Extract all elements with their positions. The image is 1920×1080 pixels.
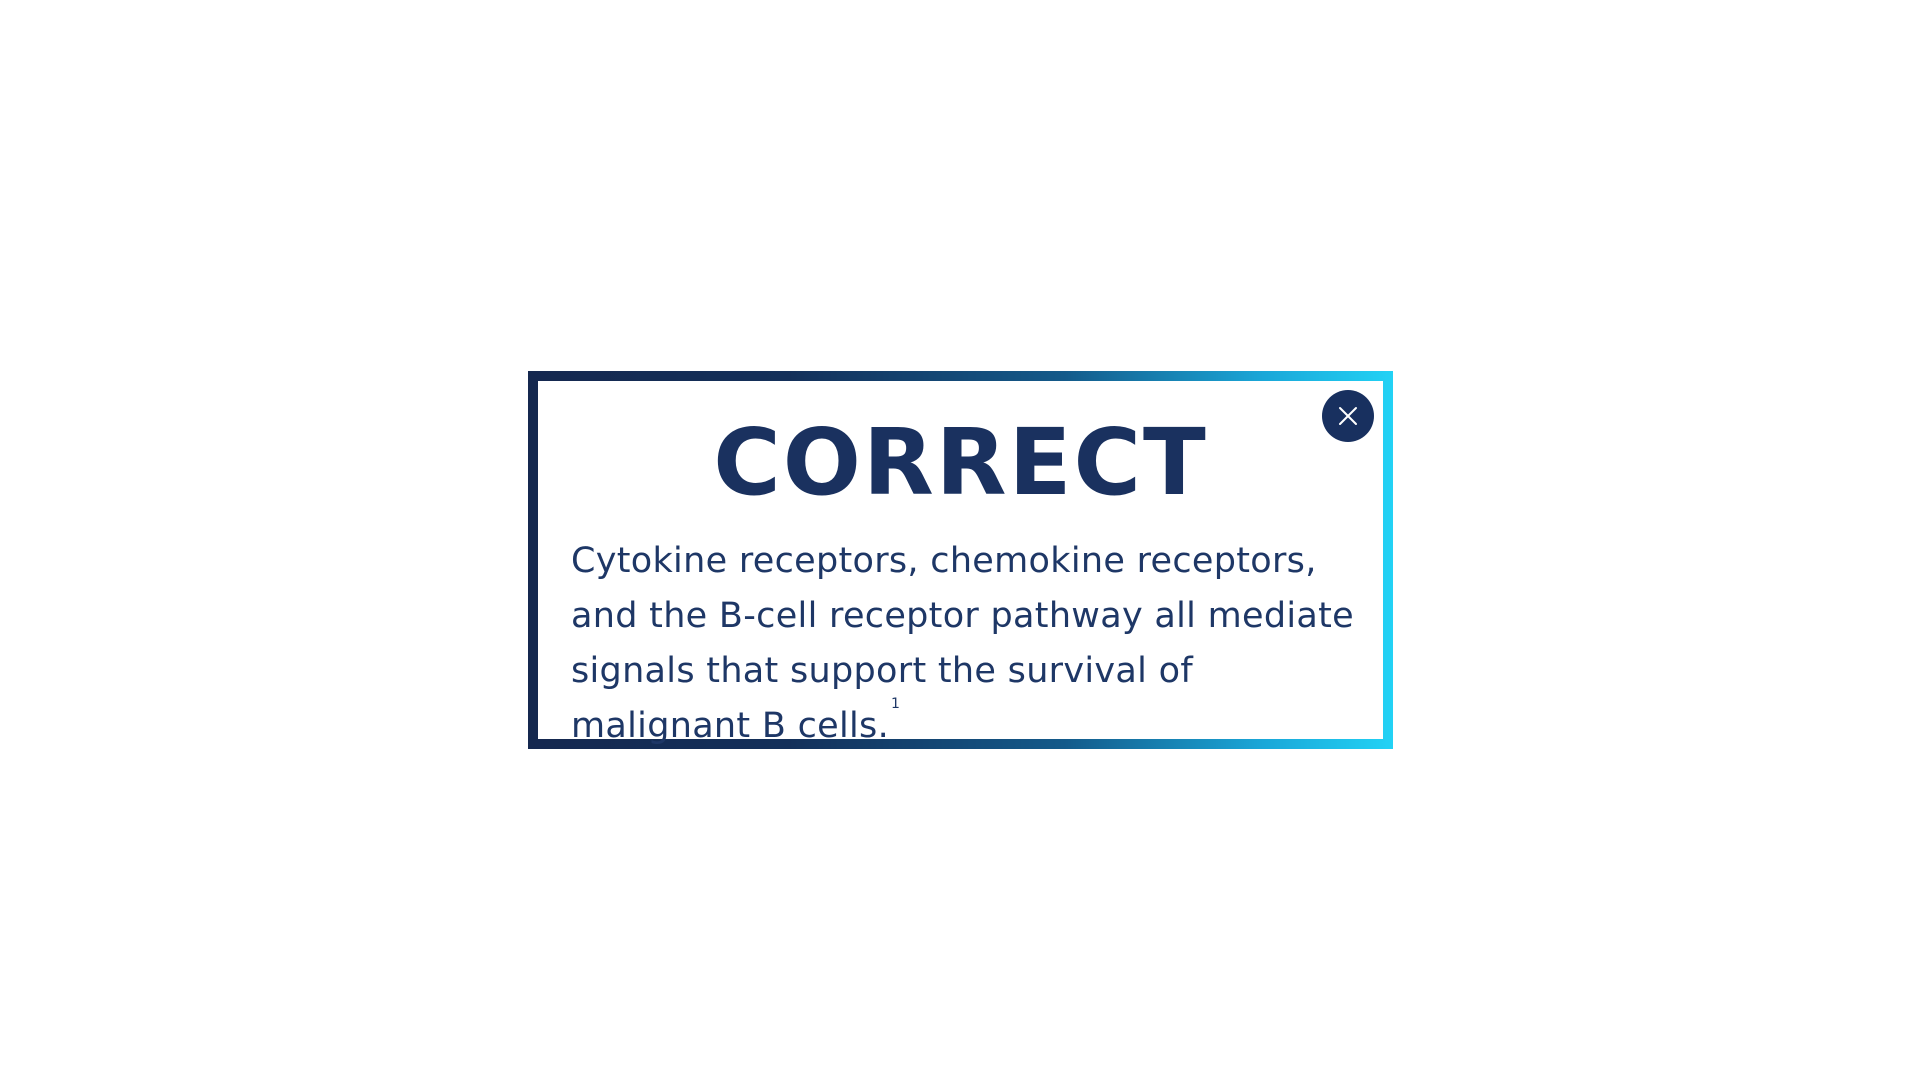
feedback-modal: CORRECT Cytokine receptors, chemokine re…	[528, 371, 1393, 749]
result-message: Cytokine receptors, chemokine receptors,…	[571, 534, 1371, 754]
close-icon	[1337, 405, 1359, 427]
result-title: CORRECT	[713, 409, 1208, 516]
result-message-text: Cytokine receptors, chemokine receptors,…	[571, 541, 1355, 746]
close-button[interactable]	[1322, 390, 1374, 442]
feedback-modal-body: CORRECT Cytokine receptors, chemokine re…	[538, 381, 1383, 746]
footnote-reference: 1	[891, 696, 901, 712]
